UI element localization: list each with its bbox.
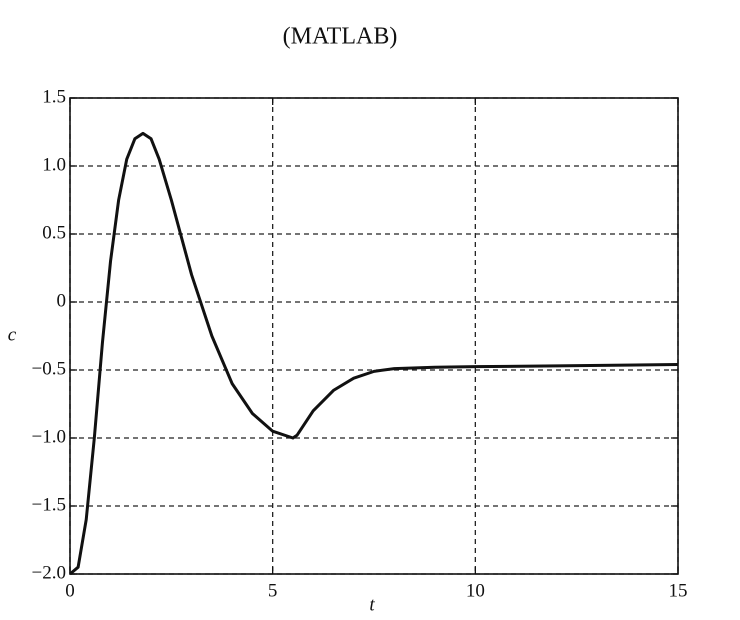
chart-title: (MATLAB) — [283, 24, 398, 50]
plot-frame — [69, 97, 679, 575]
y-axis-label: c — [8, 324, 17, 345]
y-tick-label: 1.0 — [42, 154, 66, 175]
y-tick-label: 0.5 — [42, 222, 66, 243]
x-tick-label: 5 — [268, 580, 278, 601]
y-tick-label: −1.0 — [32, 426, 66, 447]
y-tick-label: −0.5 — [32, 358, 66, 379]
x-tick-label: 10 — [466, 580, 485, 601]
x-tick-label: 0 — [65, 580, 75, 601]
y-tick-label: −1.5 — [32, 494, 66, 515]
data-line — [69, 131, 679, 576]
x-tick-label: 15 — [669, 580, 688, 601]
y-tick-label: −2.0 — [32, 562, 66, 583]
y-tick-label: 1.5 — [42, 86, 66, 107]
y-tick-label: 0 — [57, 290, 67, 311]
x-axis-label: t — [369, 594, 375, 615]
